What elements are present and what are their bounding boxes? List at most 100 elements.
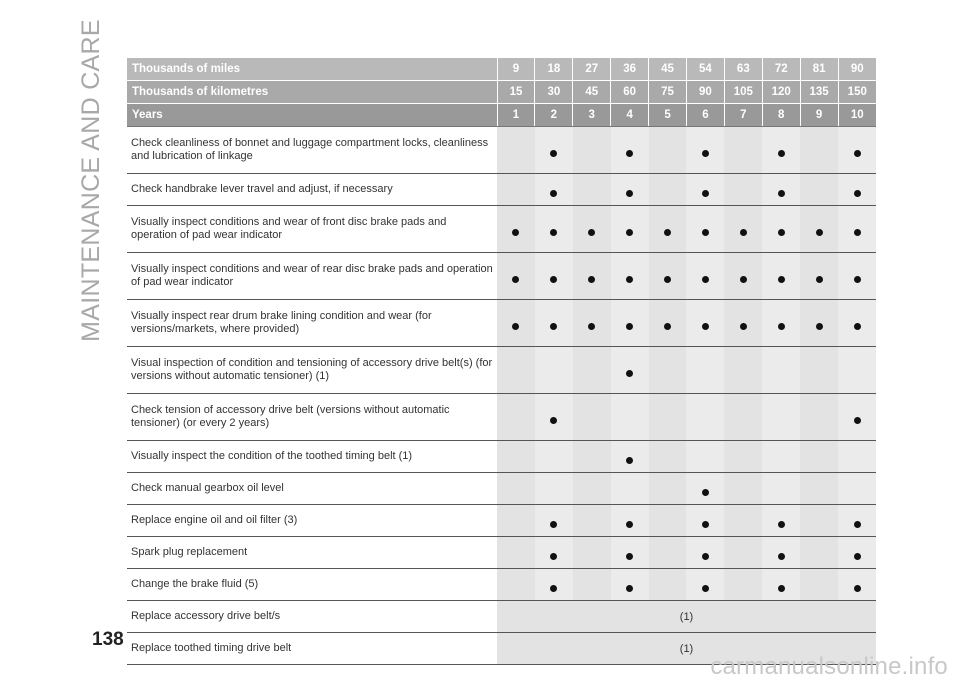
interval-cell — [762, 536, 801, 569]
scheduled-dot-icon — [626, 552, 634, 560]
header-years-value: 1 — [496, 103, 535, 127]
scheduled-dot-icon — [701, 520, 709, 528]
operation-label: Spark plug replacement — [127, 536, 498, 569]
table-row: Replace accessory drive belt/s (1) — [127, 600, 876, 633]
interval-cell — [724, 472, 763, 505]
table-row: Replace engine oil and oil filter (3) — [127, 504, 876, 537]
interval-cell — [800, 299, 839, 347]
header-years-value: 5 — [648, 103, 687, 127]
scheduled-dot-icon — [588, 276, 596, 283]
interval-cell — [800, 126, 839, 174]
interval-cell — [497, 252, 535, 300]
interval-cell — [800, 472, 839, 505]
scheduled-dot-icon — [815, 276, 823, 283]
header-miles-value: 9 — [496, 58, 535, 81]
scheduled-dot-icon — [777, 520, 785, 528]
interval-cell — [610, 299, 649, 347]
scheduled-dot-icon — [550, 276, 558, 283]
interval-note: (1) — [497, 600, 876, 633]
header-miles-value: 45 — [648, 58, 687, 81]
scheduled-dot-icon — [550, 520, 558, 528]
header-miles-value: 27 — [572, 58, 611, 81]
interval-cell — [572, 126, 611, 174]
interval-cell — [762, 126, 801, 174]
header-km-label: Thousands of kilometres — [127, 80, 498, 104]
scheduled-dot-icon — [701, 150, 709, 157]
table-row: Check cleanliness of bonnet and luggage … — [127, 126, 876, 174]
operation-label: Visually inspect rear drum brake lining … — [127, 299, 498, 347]
scheduled-dot-icon — [701, 229, 709, 236]
interval-cell — [572, 299, 611, 347]
watermark: carmanualsonline.info — [710, 653, 948, 680]
scheduled-dot-icon — [626, 584, 634, 592]
operation-label: Check cleanliness of bonnet and luggage … — [127, 126, 498, 174]
interval-cell — [572, 205, 611, 253]
scheduled-dot-icon — [701, 323, 709, 330]
table-row: Visually inspect conditions and wear of … — [127, 252, 876, 300]
table-row: Change the brake fluid (5) — [127, 568, 876, 601]
interval-cell — [610, 393, 649, 441]
table-row: Visually inspect conditions and wear of … — [127, 205, 876, 253]
interval-cell — [800, 568, 839, 601]
interval-cell — [572, 173, 611, 206]
operation-label: Visually inspect conditions and wear of … — [127, 252, 498, 300]
interval-cell — [497, 568, 535, 601]
interval-cell — [648, 472, 687, 505]
scheduled-dot-icon — [512, 229, 520, 236]
scheduled-dot-icon — [739, 229, 747, 236]
header-km-value: 135 — [799, 80, 839, 104]
scheduled-dot-icon — [777, 189, 785, 197]
interval-cell — [724, 299, 763, 347]
schedule-body: Check cleanliness of bonnet and luggage … — [127, 126, 876, 665]
header-km-value: 120 — [761, 80, 801, 104]
interval-cell — [762, 472, 801, 505]
operation-label: Check tension of accessory drive belt (v… — [127, 393, 498, 441]
scheduled-dot-icon — [664, 276, 672, 283]
interval-cell — [724, 440, 763, 473]
interval-cell — [762, 173, 801, 206]
interval-cell — [762, 393, 801, 441]
operation-label: Check manual gearbox oil level — [127, 472, 498, 505]
header-years-value: 4 — [610, 103, 649, 127]
scheduled-dot-icon — [626, 276, 634, 283]
operation-label: Replace engine oil and oil filter (3) — [127, 504, 498, 537]
interval-cell — [838, 126, 876, 174]
table-row: Check tension of accessory drive belt (v… — [127, 393, 876, 441]
interval-cell — [648, 536, 687, 569]
interval-cell — [610, 126, 649, 174]
operation-label: Replace toothed timing drive belt — [127, 632, 498, 665]
header-miles-value: 63 — [723, 58, 763, 81]
interval-cell — [610, 173, 649, 206]
interval-cell — [497, 346, 535, 394]
interval-cell — [497, 126, 535, 174]
interval-cell — [572, 504, 611, 537]
scheduled-dot-icon — [550, 323, 558, 330]
header-km-value: 15 — [496, 80, 535, 104]
interval-cell — [497, 536, 535, 569]
scheduled-dot-icon — [777, 150, 785, 157]
scheduled-dot-icon — [853, 417, 861, 424]
scheduled-dot-icon — [701, 552, 709, 560]
section-title-vertical: MAINTENANCE AND CARE — [69, 19, 113, 342]
interval-cell — [762, 299, 801, 347]
scheduled-dot-icon — [626, 520, 634, 528]
interval-cell — [800, 346, 839, 394]
scheduled-dot-icon — [853, 276, 861, 283]
interval-cell — [648, 393, 687, 441]
interval-cell — [572, 440, 611, 473]
interval-cell — [724, 173, 763, 206]
scheduled-dot-icon — [626, 370, 634, 377]
interval-cell — [648, 173, 687, 206]
header-miles-value: 72 — [761, 58, 801, 81]
interval-cell — [534, 568, 573, 601]
interval-cell — [534, 126, 573, 174]
interval-cell — [724, 393, 763, 441]
interval-cell — [800, 536, 839, 569]
header-km-value: 45 — [572, 80, 611, 104]
interval-cell — [534, 536, 573, 569]
interval-cell — [648, 299, 687, 347]
scheduled-dot-icon — [664, 323, 672, 330]
interval-cell — [497, 173, 535, 206]
interval-cell — [648, 126, 687, 174]
interval-cell — [497, 299, 535, 347]
